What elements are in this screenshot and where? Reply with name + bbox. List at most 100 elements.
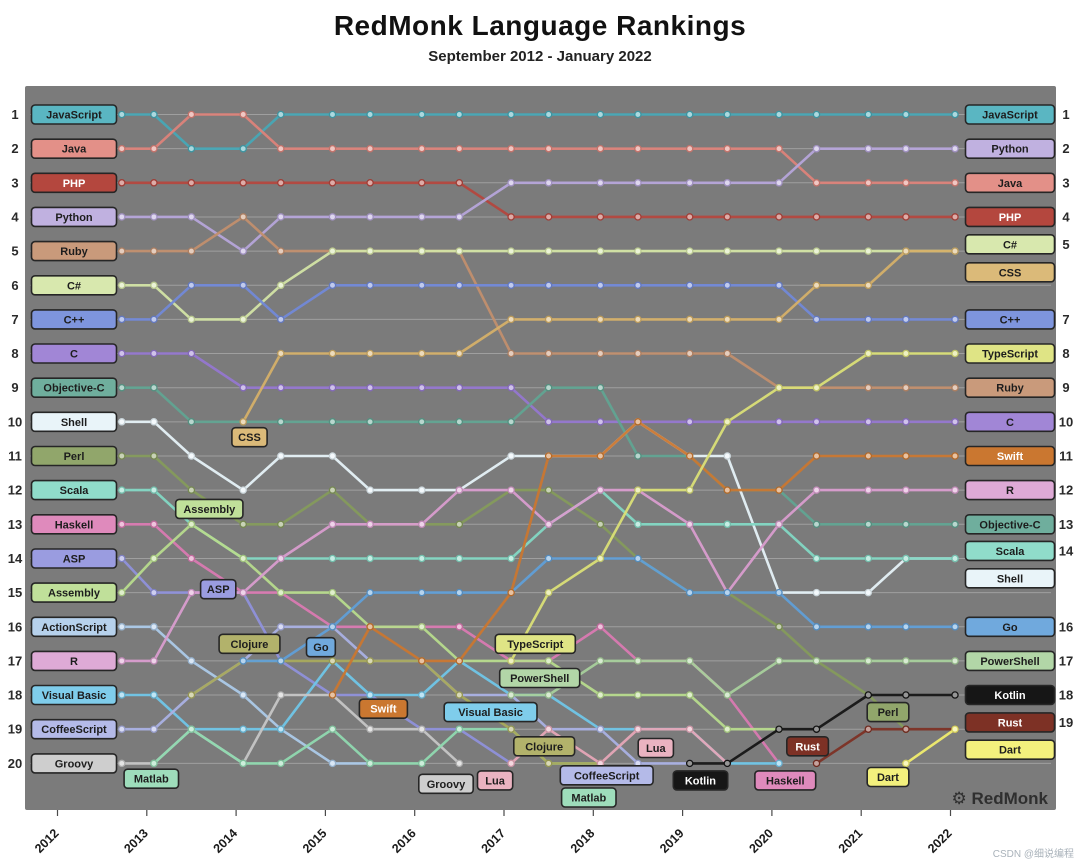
label-box xyxy=(358,698,409,720)
label-text: JavaScript xyxy=(982,110,1038,122)
language-label-matlab: Matlab xyxy=(123,768,180,790)
label-box xyxy=(30,411,118,433)
language-label-c-: C# xyxy=(30,274,118,296)
series-kotlin xyxy=(685,691,959,768)
data-point-r xyxy=(239,588,247,597)
data-point-ruby xyxy=(723,349,732,358)
label-box xyxy=(30,240,118,262)
label-box xyxy=(30,582,118,603)
data-point-assembly xyxy=(596,691,605,699)
data-point-php xyxy=(634,213,642,221)
data-point-r xyxy=(507,486,515,494)
label-box xyxy=(30,377,118,399)
data-point-objective-c xyxy=(596,383,605,392)
label-box xyxy=(30,650,118,672)
data-point-css xyxy=(596,315,605,324)
data-point-typescript xyxy=(902,349,910,358)
data-point-c- xyxy=(723,281,732,290)
left-rank-number: 10 xyxy=(8,414,22,429)
label-box xyxy=(498,667,581,689)
data-point-c- xyxy=(596,247,605,255)
data-point-r xyxy=(455,486,464,494)
label-box xyxy=(964,377,1056,399)
data-point-assembly xyxy=(187,520,196,529)
left-rank-number: 1 xyxy=(11,107,18,122)
data-point-ruby xyxy=(544,349,553,358)
data-point-java xyxy=(150,144,158,153)
data-point-r xyxy=(118,657,126,665)
data-point-r xyxy=(418,520,426,529)
data-point-go xyxy=(685,588,694,597)
year-tick-label: 2021 xyxy=(836,826,866,856)
data-point-php xyxy=(902,213,910,221)
label-box xyxy=(754,770,817,791)
data-point-css xyxy=(455,349,464,358)
data-point-c xyxy=(507,383,515,392)
data-point-java xyxy=(455,144,464,153)
series-line-lua xyxy=(509,727,729,765)
data-point-css xyxy=(723,315,732,324)
data-point-swift xyxy=(455,657,464,665)
data-point-c- xyxy=(596,281,605,290)
data-point-php xyxy=(507,213,515,221)
data-point-c xyxy=(951,418,959,426)
data-point-visual-basic xyxy=(775,759,783,768)
data-point-javascript xyxy=(507,110,515,119)
data-point-c- xyxy=(544,247,553,255)
data-point-java xyxy=(864,179,873,187)
left-rank-number: 14 xyxy=(8,551,23,566)
data-point-perl xyxy=(187,486,196,494)
language-label-typescript: TypeScript xyxy=(494,633,577,655)
data-point-typescript xyxy=(951,349,959,358)
data-point-css xyxy=(864,281,873,290)
data-point-powershell xyxy=(507,691,515,699)
language-label-coffeescript: CoffeeScript xyxy=(559,764,654,786)
label-box xyxy=(231,426,268,448)
left-rank-number: 17 xyxy=(8,653,22,668)
label-text: Python xyxy=(55,212,93,224)
data-point-java xyxy=(187,110,196,119)
data-point-asp xyxy=(150,588,158,597)
data-point-perl xyxy=(239,520,247,529)
data-point-perl xyxy=(455,520,464,529)
data-point-shell xyxy=(418,486,426,494)
data-point-javascript xyxy=(775,110,783,119)
data-point-java xyxy=(507,144,515,153)
data-point-c xyxy=(366,383,374,392)
data-point-typescript xyxy=(507,657,515,665)
left-rank-number: 11 xyxy=(8,449,22,464)
data-point-css xyxy=(328,349,337,358)
data-point-java xyxy=(277,144,285,153)
data-point-javascript xyxy=(685,110,694,119)
data-point-asp xyxy=(118,554,126,563)
data-point-powershell xyxy=(864,657,873,665)
label-text: CoffeeScript xyxy=(41,724,107,736)
data-point-objective-c xyxy=(150,383,158,392)
data-point-c- xyxy=(277,315,285,324)
data-point-c- xyxy=(723,247,732,255)
data-point-scala xyxy=(634,520,642,529)
language-label-powershell: PowerShell xyxy=(964,650,1056,672)
label-text: Visual Basic xyxy=(42,690,107,702)
data-point-javascript xyxy=(634,110,642,119)
language-label-matlab: Matlab xyxy=(560,787,617,808)
data-point-css xyxy=(812,281,821,290)
data-point-visual-basic xyxy=(418,691,426,699)
data-point-objective-c xyxy=(507,418,515,426)
language-label-java: Java xyxy=(30,138,118,159)
data-point-actionscript xyxy=(328,759,337,768)
label-box xyxy=(494,633,577,655)
data-point-go xyxy=(864,623,873,631)
label-box xyxy=(30,479,118,501)
data-point-php xyxy=(812,213,821,221)
data-point-java xyxy=(775,144,783,153)
data-point-r xyxy=(366,520,374,529)
data-point-typescript xyxy=(544,588,553,597)
left-rank-number: 16 xyxy=(8,619,22,634)
language-label-haskell: Haskell xyxy=(754,770,817,791)
data-point-java xyxy=(812,179,821,187)
label-box xyxy=(964,712,1056,733)
data-point-c xyxy=(864,418,873,426)
